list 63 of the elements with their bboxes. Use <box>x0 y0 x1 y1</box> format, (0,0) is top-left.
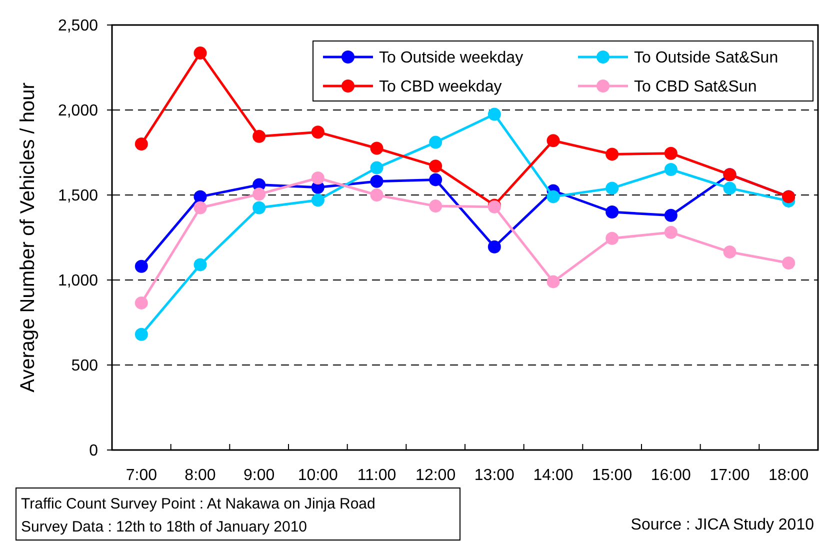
point <box>194 190 207 204</box>
x-tick-label: 8:00 <box>184 467 216 484</box>
point <box>311 172 324 184</box>
y-tick-label: 0 <box>89 442 98 460</box>
point <box>782 256 796 270</box>
point <box>252 130 266 143</box>
legend-label: To CBD weekday <box>379 78 502 96</box>
x-tick-label: 10:00 <box>298 467 338 484</box>
x-tick-label: 12:00 <box>416 467 456 484</box>
point <box>429 160 442 173</box>
legend-label: To Outside Sat&Sun <box>634 50 778 67</box>
point <box>370 161 384 174</box>
point <box>664 208 678 222</box>
point <box>134 138 148 150</box>
point <box>429 200 442 213</box>
point <box>606 232 619 245</box>
point <box>606 206 619 218</box>
point <box>252 188 266 201</box>
point <box>370 142 384 155</box>
point <box>311 126 324 139</box>
x-tick-label: 13:00 <box>474 467 515 484</box>
point <box>546 190 560 204</box>
point <box>429 173 442 186</box>
point <box>194 201 207 214</box>
point <box>252 201 266 214</box>
point <box>488 108 501 121</box>
y-tick-label: 1,500 <box>58 188 98 205</box>
y-tick-label: 500 <box>71 358 98 375</box>
x-tick-label: 17:00 <box>710 467 750 484</box>
point <box>664 163 678 176</box>
point <box>311 194 324 207</box>
point <box>194 46 207 60</box>
x-tick-label: 11:00 <box>357 467 396 484</box>
point <box>134 328 148 341</box>
legend-label: To CBD Sat&Sun <box>634 78 757 96</box>
point <box>546 275 560 288</box>
y-tick-label: 1,000 <box>58 272 98 290</box>
x-tick-label: 9:00 <box>244 467 275 484</box>
source-note: Source : JICA Study 2010 <box>630 516 814 534</box>
text: Traffic Count Survey Point : At Nakawa on Jinja Road Survey Data : 12th to 18th of January 2010 <box>21 495 376 536</box>
point <box>134 260 148 273</box>
point <box>370 188 384 202</box>
y-tick-label: 2,000 <box>58 102 98 120</box>
point <box>429 136 442 149</box>
point <box>723 182 736 195</box>
point <box>723 245 736 258</box>
point <box>488 240 501 254</box>
point <box>546 134 560 148</box>
point <box>664 146 678 160</box>
point <box>606 148 619 161</box>
point <box>134 296 148 310</box>
point <box>664 226 678 239</box>
point <box>606 182 619 195</box>
x-tick-label: 16:00 <box>650 467 692 484</box>
point <box>194 258 207 272</box>
x-tick-label: 7:00 <box>126 467 158 484</box>
legend-label: To Outside weekday <box>379 50 524 67</box>
x-tick-label: 18:00 <box>768 467 809 484</box>
x-tick-label: 15:00 <box>592 467 632 484</box>
x-tick-label: 14:00 <box>533 467 574 484</box>
point <box>370 174 384 188</box>
y-tick-label: 2,500 <box>58 18 98 35</box>
y-axis-title: Average Number of Vehicles / hour <box>17 82 39 392</box>
